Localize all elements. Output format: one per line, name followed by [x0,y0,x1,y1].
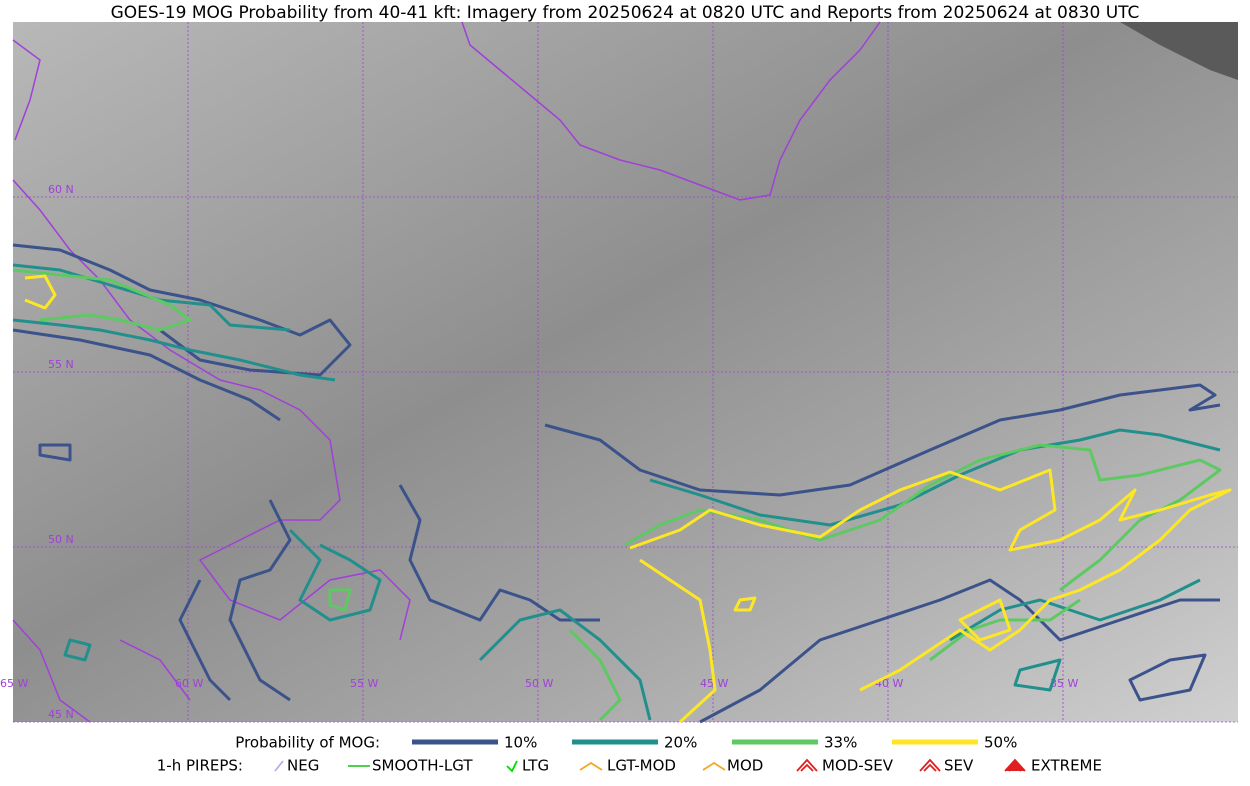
labrador-coast [12,179,411,641]
legend-label: MOD-SEV [822,757,894,775]
pirep-symbol [919,758,941,772]
pirep-symbol [702,761,726,771]
legend-label: 50% [984,734,1017,752]
legend-label: NEG [287,757,319,775]
lon-label: 35 W [1050,677,1078,690]
graticule: 65 W 60 W 55 W 50 W 45 W 40 W 35 W60 N55 N50 N… [0,22,1238,723]
contour-33 [12,268,1222,722]
map: 65 W 60 W 55 W 50 W 45 W 40 W 35 W60 N55 N50 N… [0,21,1238,724]
lon-label: 60 W [175,677,203,690]
legend-title: Probability of MOG: [235,734,380,752]
pirep-symbol [506,760,518,773]
lon-label: 50 W [525,677,553,690]
lat-label: 55 N [48,358,74,371]
contour-10 [12,243,1221,724]
lat-label: 50 N [48,533,74,546]
lat-label: 60 N [48,183,74,196]
legend-label: EXTREME [1031,757,1102,775]
contour-50 [24,274,1232,724]
pirep-symbol [274,760,284,772]
legend-label: MOD [727,757,763,775]
title: GOES-19 MOG Probability from 40-41 kft: … [111,3,1140,23]
greenland-coast [461,21,881,201]
no-data [1120,22,1238,80]
coast-west [12,39,191,723]
legend-label: 20% [664,734,697,752]
pirep-symbol [1004,758,1026,772]
pirep-symbol [579,761,603,771]
pirep-symbol [796,758,818,772]
legend-title: 1-h PIREPS: [157,757,243,775]
legend-label: LTG [522,757,549,775]
legend-label: SMOOTH-LGT [372,757,473,775]
lon-label: 65 W [0,677,28,690]
legend-label: 10% [504,734,537,752]
legend: Probability of MOG: 10% 20% 33% 50% 1-h PIREP… [157,734,1102,775]
legend-label: LGT-MOD [607,757,676,775]
lon-label: 55 W [350,677,378,690]
legend-label: 33% [824,734,857,752]
lat-label: 45 N [48,708,74,721]
legend-label: SEV [944,757,974,775]
